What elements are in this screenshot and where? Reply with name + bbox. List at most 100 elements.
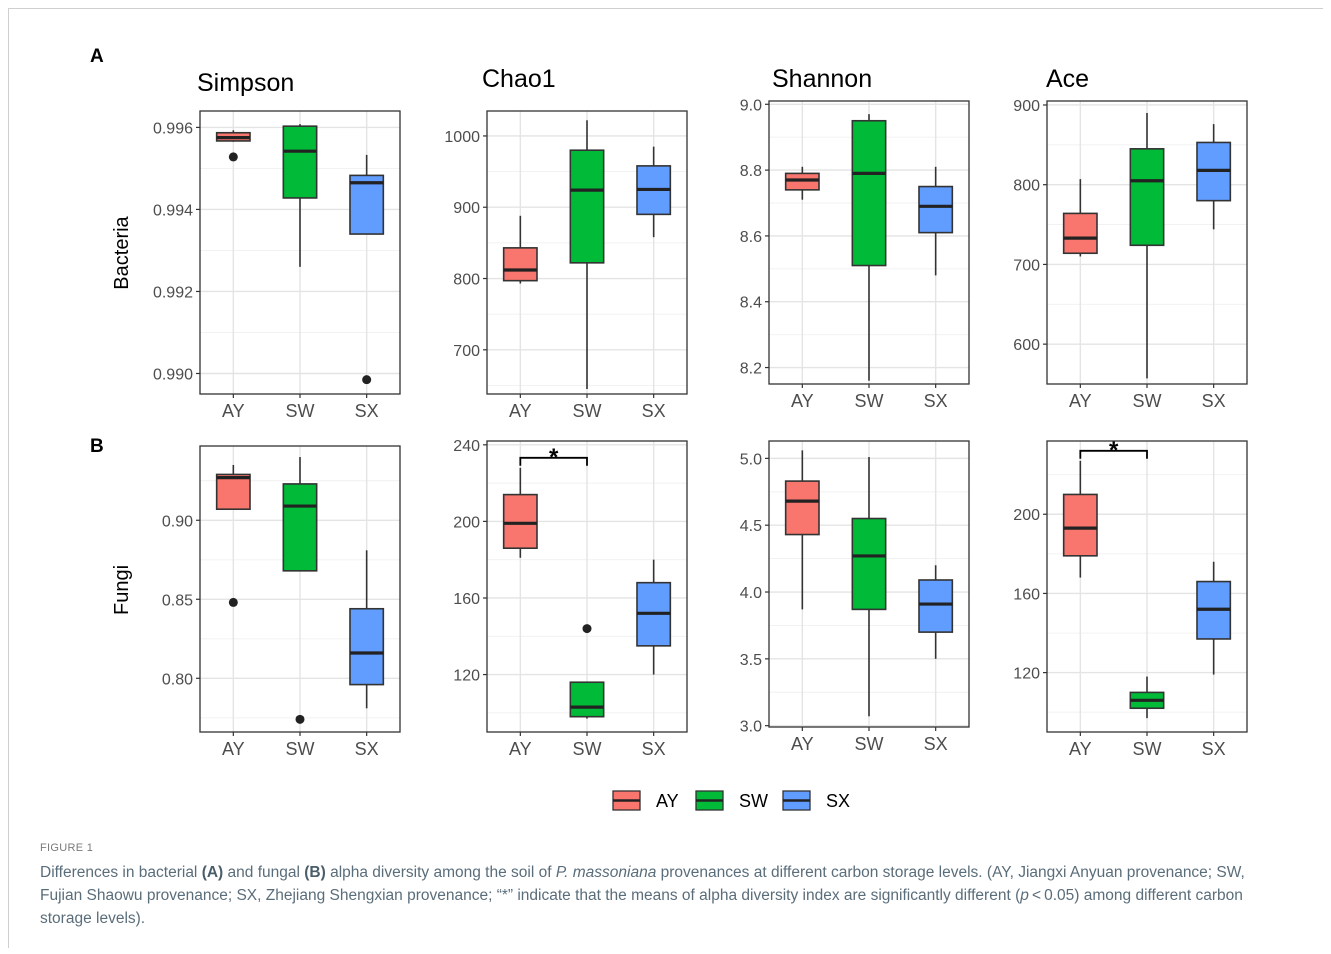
box-sw xyxy=(851,457,887,717)
box-body xyxy=(569,681,605,718)
caption-p: p xyxy=(1020,887,1029,904)
panel-fungi-3: 3.0 3.5 4.0 4.5 5.0 AY SW SX xyxy=(740,440,970,754)
box-sx xyxy=(636,146,672,238)
box-sx xyxy=(1196,124,1232,230)
box-ay xyxy=(215,464,251,607)
y-tick-label: 8.2 xyxy=(740,361,762,378)
box-ay xyxy=(502,215,538,284)
box-sx xyxy=(918,565,954,659)
legend-label: AY xyxy=(656,791,679,811)
x-tick-label: AY xyxy=(222,739,245,759)
y-tick-label: 1000 xyxy=(444,129,480,146)
y-tick-label: 900 xyxy=(1013,98,1040,115)
box-sx xyxy=(918,166,954,276)
box-body xyxy=(851,517,887,611)
column-title-ace: Ace xyxy=(1046,65,1089,93)
x-tick-label: SW xyxy=(1133,739,1162,759)
box-body xyxy=(502,247,538,282)
y-tick-label: 700 xyxy=(1013,257,1040,274)
legend-label: SX xyxy=(826,791,850,811)
y-tick-label: 4.5 xyxy=(740,518,762,535)
x-tick-label: AY xyxy=(791,391,814,411)
box-sw xyxy=(569,120,605,390)
box-sw xyxy=(1129,676,1165,719)
y-tick-label: 0.994 xyxy=(153,202,193,219)
box-sw xyxy=(282,457,318,724)
y-tick-label: 900 xyxy=(453,200,480,217)
x-tick-label: SW xyxy=(1133,391,1162,411)
panel-label-a: A xyxy=(90,46,104,67)
row-label-bacteria: Bacteria xyxy=(111,215,133,289)
legend-item-sx: SX xyxy=(782,790,850,811)
box-sw xyxy=(1129,112,1165,379)
caption-text-4: provenances at different carbon storage … xyxy=(40,864,1245,904)
x-tick-label: SX xyxy=(642,401,666,421)
caption-species: P. massoniana xyxy=(555,864,657,881)
x-tick-label: SX xyxy=(355,401,379,421)
significance-bracket: * xyxy=(1079,437,1148,464)
significance-label: * xyxy=(1109,437,1119,464)
x-tick-label: SX xyxy=(1202,391,1226,411)
y-tick-label: 0.90 xyxy=(162,513,193,530)
y-tick-label: 120 xyxy=(1013,666,1040,683)
y-tick-label: 8.6 xyxy=(740,229,762,246)
x-tick-label: SW xyxy=(855,734,884,754)
figure-canvas: A B Bacteria Fungi Simpson Chao1 Shannon Ace 0.9… xyxy=(90,46,1248,811)
panel-bacteria-1: 0.990 0.992 0.994 0.996 AY SW SX xyxy=(153,110,401,421)
box-body xyxy=(502,493,538,550)
y-tick-label: 240 xyxy=(453,438,480,455)
panel-fungi-4: * 120 160 200 AY SW SX xyxy=(1013,437,1248,759)
figure-label: FIGURE 1 xyxy=(40,842,94,854)
caption-text-3: alpha diversity among the soil of xyxy=(325,864,556,881)
panel-fungi-1: 0.80 0.85 0.90 AY SW SX xyxy=(162,445,401,759)
panel-label-b: B xyxy=(90,436,104,457)
y-tick-label: 9.0 xyxy=(740,97,762,114)
column-title-simpson: Simpson xyxy=(197,69,294,97)
box-body xyxy=(784,480,820,536)
caption-bold-a: (A) xyxy=(201,864,224,881)
x-tick-label: SW xyxy=(286,739,315,759)
y-tick-label: 4.0 xyxy=(740,585,762,602)
x-tick-label: SW xyxy=(855,391,884,411)
legend-item-ay: AY xyxy=(612,790,679,811)
y-tick-label: 120 xyxy=(453,668,480,685)
box-body xyxy=(215,473,251,511)
legend: AY SW SX xyxy=(612,790,850,811)
x-tick-label: SW xyxy=(573,401,602,421)
panel-bacteria-4: 600 700 800 900 AY SW SX xyxy=(1013,98,1248,411)
outlier-point xyxy=(582,624,592,634)
bracket-line xyxy=(1079,449,1148,459)
x-tick-label: SX xyxy=(355,739,379,759)
x-tick-label: AY xyxy=(791,734,814,754)
box-body xyxy=(851,119,887,267)
box-ay xyxy=(1062,460,1098,578)
y-tick-label: 8.8 xyxy=(740,163,762,180)
y-tick-label: 200 xyxy=(1013,507,1040,524)
x-tick-label: SW xyxy=(286,401,315,421)
y-tick-label: 600 xyxy=(1013,337,1040,354)
box-sw xyxy=(851,114,887,381)
panel-fungi-2: * 120 160 200 240 AY SW SX xyxy=(453,438,688,759)
y-tick-label: 0.992 xyxy=(153,284,193,301)
box-body xyxy=(1129,148,1165,247)
x-tick-label: SX xyxy=(642,739,666,759)
x-tick-label: AY xyxy=(509,739,532,759)
y-tick-label: 800 xyxy=(453,272,480,289)
box-body xyxy=(349,607,385,686)
outlier-point xyxy=(228,152,238,162)
box-sx xyxy=(349,154,385,385)
box-body xyxy=(918,579,954,633)
box-sw xyxy=(569,624,605,719)
y-tick-label: 800 xyxy=(1013,178,1040,195)
box-body xyxy=(282,483,318,572)
box-ay xyxy=(215,130,251,162)
significance-label: * xyxy=(549,444,559,471)
outlier-point xyxy=(362,375,372,385)
column-title-chao1: Chao1 xyxy=(482,65,556,93)
box-body xyxy=(1062,493,1098,557)
box-ay xyxy=(1062,179,1098,257)
panel-bacteria-2: 700 800 900 1000 AY SW SX xyxy=(444,110,688,421)
x-tick-label: AY xyxy=(509,401,532,421)
column-title-shannon: Shannon xyxy=(772,65,872,93)
significance-bracket: * xyxy=(519,444,588,471)
